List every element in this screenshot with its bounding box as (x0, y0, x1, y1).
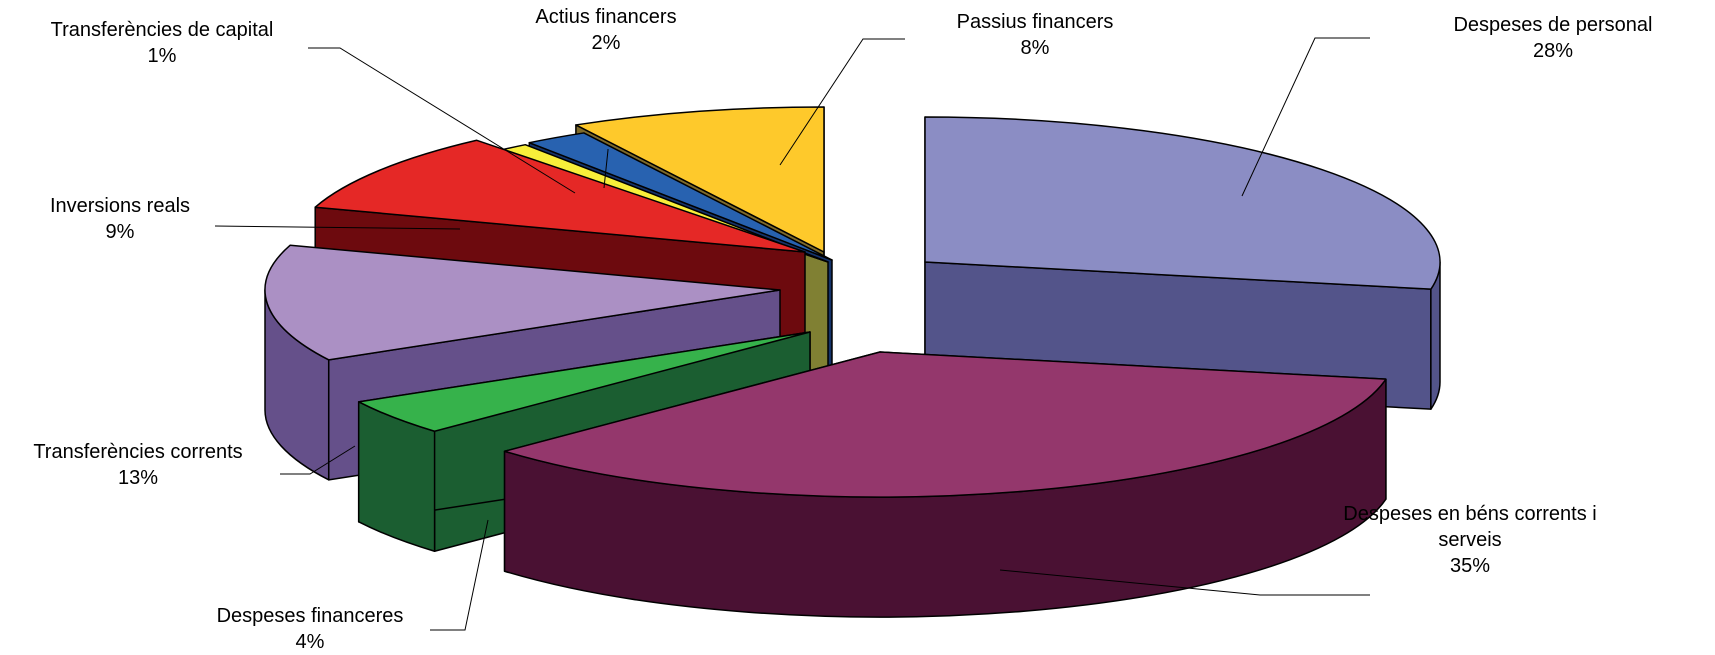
slice-top (924, 116, 1441, 290)
slice-top (357, 331, 811, 433)
slice-top (314, 139, 806, 253)
leader-line (280, 445, 356, 475)
leader-line (603, 149, 609, 189)
slice-top (264, 244, 781, 361)
slice-percent: 28% (1533, 40, 1573, 62)
slice-percent: 35% (1450, 555, 1490, 577)
slice-percent: 2% (592, 32, 621, 54)
leader-line (999, 569, 1370, 596)
slice-label: Despeses de personal 28% (1453, 14, 1652, 62)
leader-line (779, 38, 905, 166)
slice-1 (503, 351, 1387, 618)
slice-label: Despeses en béns corrents i serveis 35% (1343, 503, 1596, 577)
pie-slices (264, 106, 1441, 618)
slice-percent: 4% (296, 631, 325, 653)
slice-label: Transferències de capital 1% (51, 19, 274, 67)
slice-top (575, 106, 825, 253)
slice-percent: 1% (148, 45, 177, 67)
slice-label: Despeses financeres 4% (217, 605, 404, 653)
slice-percent: 13% (118, 467, 158, 489)
slice-percent: 9% (106, 221, 135, 243)
slice-labels: Despeses de personal 28% Despeses en béns … (33, 6, 1652, 653)
leader-line (430, 519, 489, 631)
slice-label: Passius financers 8% (957, 11, 1114, 59)
slice-top (503, 351, 1387, 498)
slice-label: Actius financers 2% (535, 6, 676, 54)
slice-percent: 8% (1021, 37, 1050, 59)
slice-label: Inversions reals 9% (50, 195, 190, 243)
leader-line (214, 225, 461, 230)
leader-line (308, 47, 576, 194)
leader-line (1241, 37, 1370, 197)
slice-label: Transferències corrents 13% (33, 441, 242, 489)
leader-lines (214, 37, 1370, 631)
slice-top (528, 132, 833, 261)
